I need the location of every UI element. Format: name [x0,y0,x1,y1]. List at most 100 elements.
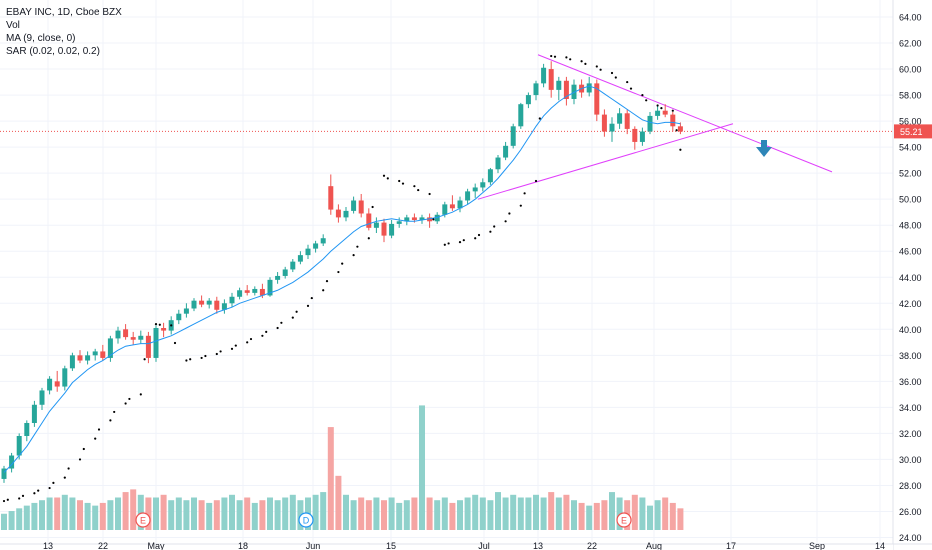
time-axis-label: 13 [533,541,543,550]
sar-dot [215,352,218,356]
candle-body [373,222,379,228]
candle-body [206,300,212,305]
earnings-marker-icon[interactable] [616,512,632,528]
volume-bar [525,497,532,530]
price-axis-label: 50.00 [899,195,922,205]
sar-dot [679,148,682,151]
sar-dot [170,324,173,327]
volume-bar [343,494,349,530]
sar-dot [52,481,55,484]
sar-dot [94,437,97,440]
sar-dot [185,359,188,362]
sar-dot [474,237,477,240]
candle-body [655,110,661,116]
volume-bar [39,500,45,530]
candle-body [670,114,676,127]
trendline-lower[interactable] [477,123,734,200]
sar-indicator-label[interactable]: SAR (0.02, 0.02, 0.2) [6,46,100,57]
sar-dot [656,104,659,107]
sar-dot [280,321,283,324]
time-axis[interactable] [0,544,893,550]
volume-bar [1,513,7,530]
volume-bar [403,500,410,530]
time-axis-label: Jun [306,541,321,550]
time-axis-label: 18 [238,541,248,550]
sar-dot [337,270,340,274]
candle-body [16,436,22,456]
candle-body [503,145,509,158]
ma-indicator-label[interactable]: MA (9, close, 0) [6,33,76,44]
candle-body [259,288,265,296]
sar-dot [204,354,207,358]
candle-body [442,204,448,215]
sar-dot [128,397,131,401]
sar-dot [550,54,553,58]
time-axis-label: May [147,541,165,550]
volume-bar [46,497,53,530]
volume-bar [662,497,669,530]
volume-bar [267,497,273,530]
sar-dot [21,494,25,497]
event-marker-label: D [303,516,310,526]
price-axis[interactable] [893,0,932,550]
event-marker-label: E [140,516,146,526]
sar-dot [2,499,6,503]
time-axis-label: 22 [587,541,597,550]
volume-bar [654,500,661,530]
dividend-marker-icon[interactable] [298,512,314,528]
sar-dot [595,65,598,68]
volume-bar [145,497,152,530]
last-price-label: 55.21 [900,127,923,137]
volume-bar [175,497,182,530]
volume-bar [586,505,593,530]
candle-body [1,468,7,479]
sar-dot [626,80,629,84]
sar-dot [462,239,465,242]
volume-bar [213,500,220,530]
candle-body [556,80,562,90]
volume-indicator-label[interactable]: Vol [6,20,20,31]
price-axis-label: 46.00 [899,247,922,257]
sar-dot [458,241,462,244]
sar-dot [249,337,253,341]
sar-dot [508,212,511,215]
volume-bar [517,497,524,530]
price-axis-label: 38.00 [899,351,922,361]
sar-dot [276,326,279,330]
volume-bar [631,494,638,530]
volume-bar [259,500,266,530]
volume-bar [373,497,380,530]
volume-bar [153,497,159,530]
time-axis-label: Jul [478,541,490,550]
candle-body [85,355,91,361]
price-axis-label: 44.00 [899,273,922,283]
candle-body [647,115,653,132]
sar-dot [143,358,146,361]
symbol-title[interactable]: EBAY INC, 1D, Cboe BZX [6,7,122,18]
candle-body [252,288,258,293]
price-axis-label: 32.00 [899,429,922,439]
trendline-upper[interactable] [537,54,833,173]
candle-body [449,204,455,209]
sar-dot [230,347,234,350]
earnings-marker-icon[interactable] [135,512,151,528]
sar-dot [584,62,587,65]
candle-body [221,303,227,310]
down-arrow-icon[interactable] [756,140,772,157]
sar-dot [428,192,431,196]
volume-bar [130,489,137,530]
sar-dot [367,237,370,240]
volume-bar [533,494,539,530]
volume-bar [548,492,555,530]
candle-body [275,275,281,280]
volume-bar [251,502,258,530]
sar-dot [37,489,40,492]
price-axis-label: 42.00 [899,299,922,309]
volume-bar [616,497,623,530]
sar-dot [48,486,51,490]
candle-body [199,300,205,305]
sar-dot [310,296,313,300]
sar-dot [660,106,663,110]
volume-bar [388,497,395,530]
